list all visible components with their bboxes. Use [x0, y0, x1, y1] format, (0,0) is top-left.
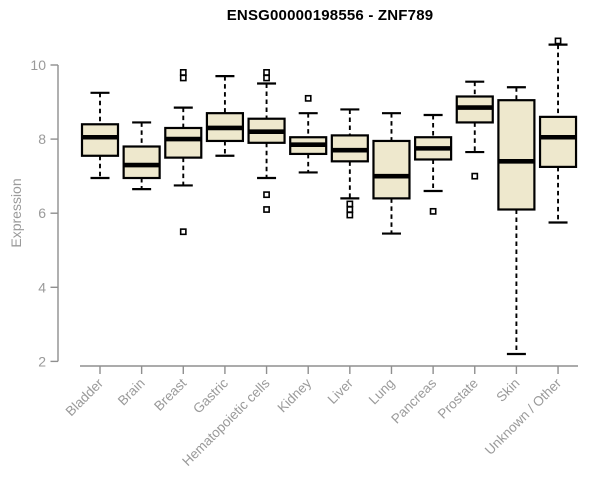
iqr-box [372, 139, 411, 200]
x-tick-label: Breast [151, 375, 189, 413]
outlier-point [554, 37, 562, 45]
y-tick-label: 2 [38, 353, 46, 369]
iqr-box [538, 115, 578, 168]
box-group-brain [122, 121, 161, 191]
outlier-point [263, 74, 270, 82]
box-group-prostate [455, 80, 494, 180]
outlier-point [471, 172, 479, 180]
box-group-liver [330, 108, 369, 219]
iqr-box [497, 99, 536, 211]
outlier-point [263, 69, 270, 76]
x-tick-label: Gastric [190, 375, 231, 416]
x-tick-label: Skin [493, 376, 522, 405]
outlier-point [429, 207, 437, 215]
outlier-point [346, 206, 354, 213]
box-group-gastric [205, 75, 245, 157]
box-group-bladder [80, 91, 120, 180]
box-group-pancreas [414, 113, 453, 215]
y-tick-label: 4 [38, 279, 46, 295]
box-group-hematopoietic-cells [247, 69, 286, 213]
y-tick-label: 8 [38, 131, 46, 147]
outlier-point [179, 69, 187, 76]
y-tick-label: 10 [30, 57, 46, 73]
x-tick-label: Liver [325, 375, 357, 407]
x-tick-label: Pancreas [388, 375, 439, 426]
outlier-point [346, 211, 354, 219]
box-group-skin [497, 86, 536, 356]
box-group-breast [164, 69, 203, 236]
x-tick-label: Brain [115, 376, 148, 409]
chart-title: ENSG00000198556 - ZNF789 [226, 7, 434, 24]
iqr-box [164, 126, 203, 159]
x-tick-label: Kidney [275, 375, 315, 415]
iqr-box [122, 145, 161, 180]
y-tick-label: 6 [38, 205, 46, 221]
box-group-kidney [289, 94, 328, 174]
x-tick-label: Bladder [63, 375, 107, 419]
outlier-point [179, 74, 187, 82]
outlier-point [346, 200, 354, 208]
iqr-box [80, 123, 120, 157]
x-tick-label: Lung [366, 376, 398, 408]
x-tick-label: Unknown / Other [482, 375, 565, 458]
x-tick-label: Prostate [435, 376, 481, 422]
outlier-point [263, 191, 270, 199]
box-group-lung [372, 112, 411, 235]
outlier-point [304, 94, 312, 102]
outlier-point [263, 206, 270, 213]
box-group-unknown-other [538, 37, 578, 224]
y-axis: 10 8 6 4 2 [30, 57, 59, 369]
outlier-point [179, 228, 187, 236]
